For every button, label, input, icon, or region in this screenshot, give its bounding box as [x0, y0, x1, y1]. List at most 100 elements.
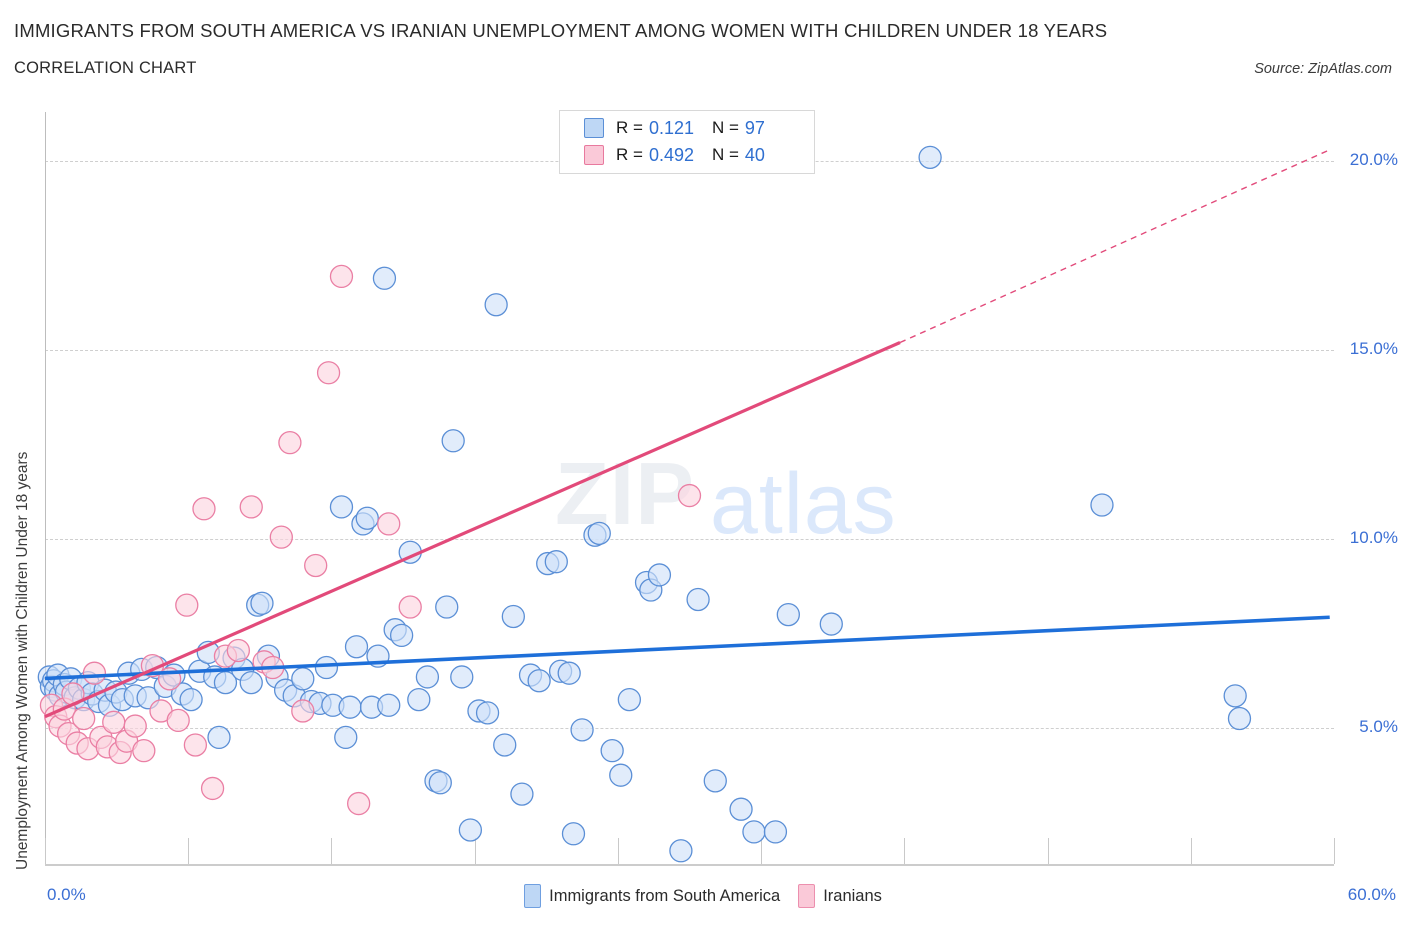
series-legend-swatch-pink — [798, 884, 816, 908]
scatter-point[interactable] — [334, 725, 358, 750]
scatter-point[interactable] — [355, 506, 379, 530]
scatter-point[interactable] — [344, 635, 369, 659]
scatter-point[interactable] — [183, 733, 208, 757]
scatter-point[interactable] — [1223, 684, 1247, 708]
scatter-point[interactable] — [291, 699, 315, 723]
scatter-point[interactable] — [316, 361, 341, 385]
y-axis-tick-label: 20.0% — [1349, 150, 1398, 170]
scatter-point[interactable] — [527, 669, 551, 693]
scatter-point[interactable] — [441, 429, 465, 453]
x-axis-tick — [1334, 838, 1335, 864]
scatter-point[interactable] — [239, 670, 263, 695]
gridline — [45, 727, 1334, 729]
x-axis-tick — [1047, 838, 1049, 864]
legend-n-value-pink: 40 — [744, 144, 765, 165]
scatter-point[interactable] — [407, 687, 431, 712]
scatter-point[interactable] — [415, 665, 440, 689]
scatter-point[interactable] — [377, 693, 401, 717]
legend-r-label-blue: R = — [616, 118, 643, 137]
scatter-point[interactable] — [475, 701, 500, 725]
scatter-point[interactable] — [372, 266, 397, 290]
gridline — [45, 539, 1334, 540]
scatter-point[interactable] — [132, 738, 156, 763]
scatter-point[interactable] — [557, 661, 581, 685]
scatter-point[interactable] — [776, 602, 800, 627]
scatter-point[interactable] — [570, 718, 594, 742]
scatter-point[interactable] — [347, 791, 371, 816]
scatter-point[interactable] — [544, 550, 568, 574]
scatter-point[interactable] — [501, 604, 525, 629]
scatter-point[interactable] — [669, 839, 693, 863]
scatter-point[interactable] — [819, 612, 843, 636]
scatter-point[interactable] — [389, 623, 414, 648]
scatter-point[interactable] — [207, 725, 231, 750]
series-legend-swatch-blue — [524, 884, 542, 908]
scatter-point[interactable] — [72, 706, 96, 731]
scatter-point[interactable] — [250, 591, 274, 615]
scatter-point[interactable] — [102, 710, 126, 734]
scatter-point[interactable] — [1090, 493, 1114, 517]
legend-r-value-blue: 0.121 — [648, 117, 694, 138]
scatter-point[interactable] — [291, 667, 315, 691]
x-axis-tick — [45, 838, 46, 864]
scatter-point[interactable] — [278, 431, 302, 455]
stats-legend-row-blue: R = 0.121 N = 97 — [584, 115, 765, 141]
scatter-point[interactable] — [329, 264, 354, 289]
scatter-point[interactable] — [82, 661, 107, 685]
scatter-point[interactable] — [435, 595, 459, 619]
x-axis-min-label: 0.0% — [47, 885, 86, 904]
scatter-point[interactable] — [493, 733, 517, 757]
series-legend-item-iranians[interactable]: Iranians — [798, 884, 882, 908]
scatter-point[interactable] — [600, 738, 624, 763]
scatter-point[interactable] — [450, 665, 474, 689]
series-legend-label-pink: Iranians — [823, 886, 882, 905]
scatter-point[interactable] — [677, 483, 702, 508]
scatter-point[interactable] — [458, 818, 483, 842]
scatter-point[interactable] — [609, 763, 633, 787]
scatter-point[interactable] — [510, 782, 534, 806]
scatter-point[interactable] — [1227, 706, 1252, 731]
scatter-point[interactable] — [763, 820, 788, 844]
y-axis-tick-label: 15.0% — [1349, 339, 1398, 359]
scatter-point[interactable] — [314, 655, 339, 680]
scatter-point[interactable] — [226, 638, 251, 663]
series-legend-item-immigrants[interactable]: Immigrants from South America — [524, 884, 780, 908]
scatter-point[interactable] — [179, 687, 203, 712]
scatter-point[interactable] — [192, 497, 216, 521]
scatter-point[interactable] — [484, 293, 508, 317]
scatter-point[interactable] — [398, 595, 422, 619]
scatter-point[interactable] — [304, 553, 328, 578]
x-axis-max-label: 60.0% — [1347, 885, 1396, 904]
scatter-point[interactable] — [918, 145, 942, 169]
scatter-point[interactable] — [329, 495, 354, 519]
scatter-point[interactable] — [729, 797, 753, 821]
x-axis-tick — [331, 838, 333, 864]
legend-r-label-pink: R = — [616, 145, 643, 164]
scatter-point[interactable] — [200, 776, 225, 801]
scatter-point[interactable] — [686, 587, 710, 612]
scatter-point[interactable] — [166, 708, 190, 733]
chart-subtitle: CORRELATION CHART — [14, 59, 197, 77]
x-axis-line — [45, 864, 1334, 866]
x-axis-tick — [617, 838, 619, 864]
legend-r-value-pink: 0.492 — [648, 144, 694, 165]
scatter-point[interactable] — [647, 563, 672, 587]
scatter-point[interactable] — [428, 771, 452, 795]
scatter-point[interactable] — [703, 769, 727, 793]
scatter-point[interactable] — [742, 820, 766, 844]
stats-legend-row-pink: R = 0.492 N = 40 — [584, 142, 765, 168]
scatter-point[interactable] — [123, 714, 147, 738]
series-legend-label-blue: Immigrants from South America — [549, 886, 781, 905]
scatter-point[interactable] — [338, 695, 362, 719]
scatter-point[interactable] — [561, 822, 586, 846]
y-axis-line — [45, 112, 46, 864]
scatter-point[interactable] — [175, 593, 199, 617]
scatter-point[interactable] — [617, 687, 641, 712]
scatter-point[interactable] — [377, 512, 401, 536]
x-axis-tick — [1190, 838, 1192, 864]
x-axis-tick — [474, 838, 476, 864]
scatter-point[interactable] — [269, 525, 293, 549]
scatter-point[interactable] — [239, 495, 263, 519]
scatter-point[interactable] — [587, 521, 611, 545]
